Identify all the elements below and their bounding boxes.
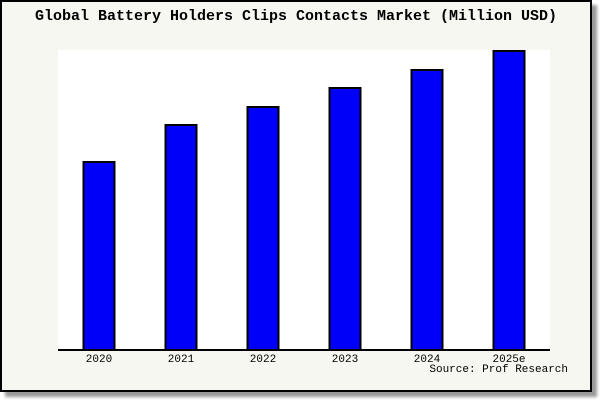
bar-2021	[164, 124, 198, 349]
bar-2022	[246, 105, 280, 349]
x-tick-label-2023: 2023	[331, 354, 359, 366]
x-tick-label-2024: 2024	[413, 354, 441, 366]
x-tick-label-2021: 2021	[167, 354, 195, 366]
x-tick-label-2022: 2022	[249, 354, 277, 366]
plot-area	[58, 50, 550, 351]
bar-2024	[410, 68, 444, 349]
x-tick-label-2020: 2020	[85, 354, 113, 366]
bar-2020	[82, 161, 116, 349]
source-credit: Source: Prof Research	[429, 364, 568, 376]
x-axis-labels: 2020 2021 2022 2023 2024 2025e	[58, 354, 550, 368]
chart-title: Global Battery Holders Clips Contacts Ma…	[34, 8, 558, 25]
chart-figure: Global Battery Holders Clips Contacts Ma…	[0, 0, 592, 392]
bar-2025e	[492, 50, 526, 349]
bar-2023	[328, 86, 362, 349]
x-tick-label-2025e: 2025e	[492, 354, 526, 366]
